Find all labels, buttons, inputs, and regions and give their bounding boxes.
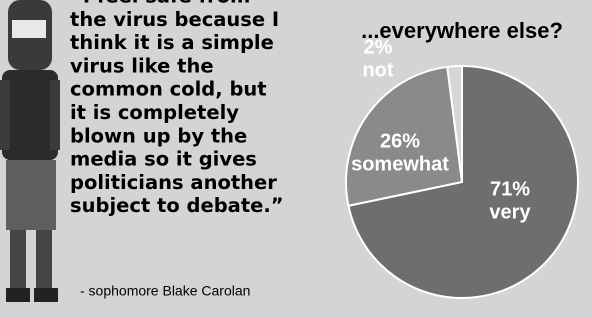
quote-line: subject to debate.” [70, 194, 284, 217]
quote-line: common cold, but [70, 78, 267, 101]
value-label: 2% [364, 36, 393, 58]
value-label: 71% [490, 178, 530, 200]
quote-line: blown up by the [70, 124, 247, 147]
category-label: somewhat [351, 153, 449, 175]
quote-line: media so it gives [70, 148, 257, 171]
quote-line: the virus because I [70, 8, 279, 31]
attribution: - sophomore Blake Carolan [80, 283, 250, 299]
quote-line: politicians another [70, 171, 277, 194]
quote-line: “I feel safe from [70, 0, 250, 8]
quote-line: it is completely [70, 101, 239, 124]
quote-line: virus like the [70, 54, 214, 77]
category-label: very [489, 201, 531, 223]
page: “I feel safe fromthe virus because Ithin… [0, 0, 592, 318]
category-label: not [362, 59, 393, 81]
value-label: 26% [380, 130, 420, 152]
quote-line: think it is a simple [70, 31, 274, 54]
